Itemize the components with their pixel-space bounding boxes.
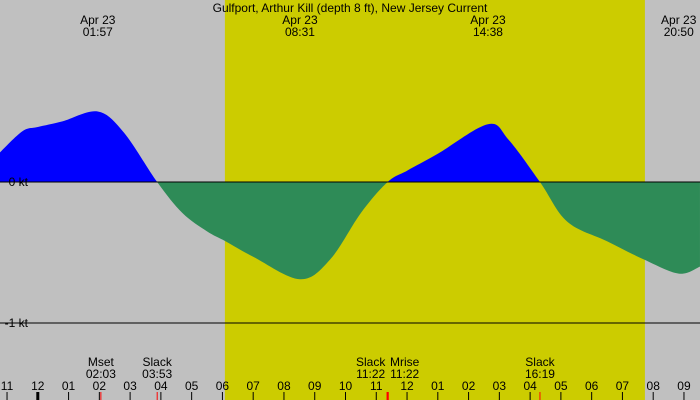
- event-time-label: 11:22: [356, 367, 385, 381]
- extremum-date-label: Apr 23: [661, 13, 697, 27]
- event-name-label: Mset: [88, 355, 115, 369]
- hour-tick-label: 01: [62, 379, 76, 393]
- hour-tick-label: 02: [93, 379, 107, 393]
- hour-tick-label: 08: [277, 379, 291, 393]
- extremum-date-label: Apr 23: [282, 13, 318, 27]
- hour-tick-label: 03: [493, 379, 507, 393]
- hour-tick-label: 08: [647, 379, 661, 393]
- extremum-date-label: Apr 23: [80, 13, 116, 27]
- ebb-current-area: [0, 182, 700, 280]
- y-tick-label: -1 kt: [5, 316, 29, 330]
- hour-tick-label: 12: [400, 379, 414, 393]
- hour-tick-label: 06: [585, 379, 599, 393]
- hour-tick-label: 01: [431, 379, 445, 393]
- hour-tick-label: 05: [185, 379, 199, 393]
- chart-title: Gulfport, Arthur Kill (depth 8 ft), New …: [213, 1, 488, 15]
- extremum-time-label: 08:31: [285, 25, 315, 39]
- extremum-time-label: 01:57: [83, 25, 113, 39]
- event-name-label: Slack: [356, 355, 386, 369]
- event-name-label: Mrise: [390, 355, 420, 369]
- extremum-time-label: 14:38: [473, 25, 503, 39]
- event-name-label: Slack: [143, 355, 173, 369]
- hour-tick-label: 04: [523, 379, 537, 393]
- hour-tick-label: 04: [154, 379, 168, 393]
- event-name-label: Slack: [525, 355, 555, 369]
- event-time-label: 11:22: [390, 367, 419, 381]
- hour-tick-label: 06: [216, 379, 230, 393]
- hour-tick-label: 09: [677, 379, 691, 393]
- hour-tick-label: 07: [616, 379, 630, 393]
- y-tick-label: 0 kt: [9, 175, 29, 189]
- hour-tick-label: 07: [247, 379, 261, 393]
- event-time-label: 03:53: [142, 367, 172, 381]
- hour-tick-label: 02: [462, 379, 476, 393]
- event-time-label: 02:03: [86, 367, 116, 381]
- hour-tick-label: 05: [554, 379, 568, 393]
- hour-tick-label: 10: [339, 379, 353, 393]
- extremum-time-label: 20:50: [664, 25, 694, 39]
- hour-tick-label: 11: [1, 379, 14, 393]
- hour-tick-label: 12: [31, 379, 45, 393]
- hour-tick-label: 09: [308, 379, 322, 393]
- hour-tick-label: 03: [123, 379, 137, 393]
- hour-tick-label: 11: [370, 379, 383, 393]
- event-time-label: 16:19: [525, 367, 555, 381]
- extremum-date-label: Apr 23: [470, 13, 506, 27]
- flood-current-area: [0, 111, 700, 182]
